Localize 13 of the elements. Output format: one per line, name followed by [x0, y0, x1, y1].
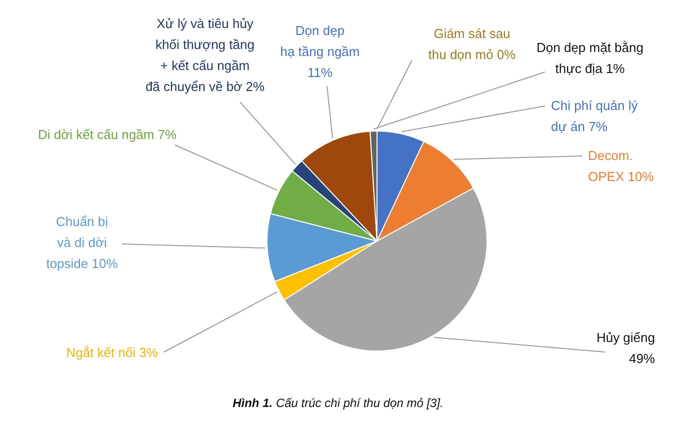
text: Hình 1. Cấu trúc chi phí thu dọn mỏ [3].: [232, 396, 444, 410]
slice-label: Di dời kết cấu ngầm 7%: [38, 127, 178, 142]
slice-label: Hủy giếng: [596, 330, 655, 345]
slice-label: Ngắt kết nối 3%: [66, 345, 158, 360]
slice-label: Dọn dẹp hạ tầng ngầm: [280, 23, 360, 59]
data-label: 49%: [628, 351, 656, 366]
slice-label: Xử lý và tiêu hủy khối thượng tầng + kết cấu ngầm đã chuyển về bờ 2%: [145, 16, 265, 94]
slice-label: Chuẩn bị và di dời topside 10%: [46, 214, 118, 271]
data-label: 11%: [307, 65, 333, 80]
category-label: Giám sát sau thu dọn mỏ 0%: [428, 26, 516, 62]
slice-label: Chi phí quản lý dự án 7%: [551, 98, 638, 134]
slice-label: Decom. OPEX 10%: [588, 148, 654, 184]
slice-label: Dọn dẹp mặt bằng thực địa 1%: [536, 40, 644, 76]
